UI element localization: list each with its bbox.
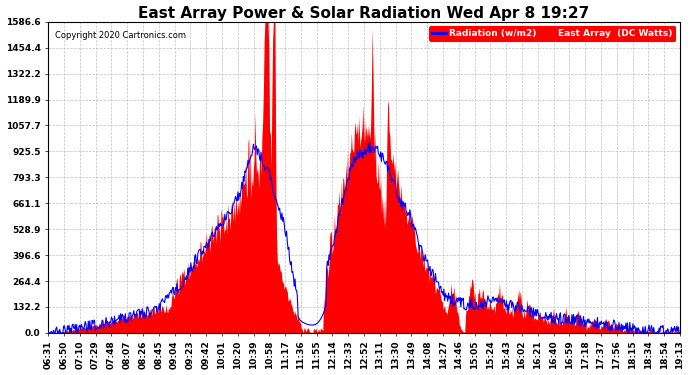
Legend: Radiation (w/m2), East Array  (DC Watts): Radiation (w/m2), East Array (DC Watts)	[429, 26, 676, 40]
Title: East Array Power & Solar Radiation Wed Apr 8 19:27: East Array Power & Solar Radiation Wed A…	[139, 6, 590, 21]
Text: Copyright 2020 Cartronics.com: Copyright 2020 Cartronics.com	[55, 31, 186, 40]
